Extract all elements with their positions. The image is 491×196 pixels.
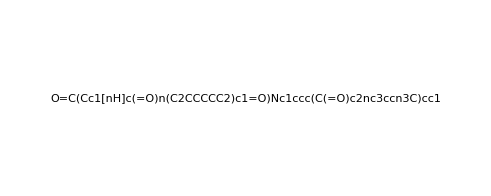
Text: O=C(Cc1[nH]c(=O)n(C2CCCCC2)c1=O)Nc1ccc(C(=O)c2nc3ccn3C)cc1: O=C(Cc1[nH]c(=O)n(C2CCCCC2)c1=O)Nc1ccc(C…: [50, 93, 441, 103]
